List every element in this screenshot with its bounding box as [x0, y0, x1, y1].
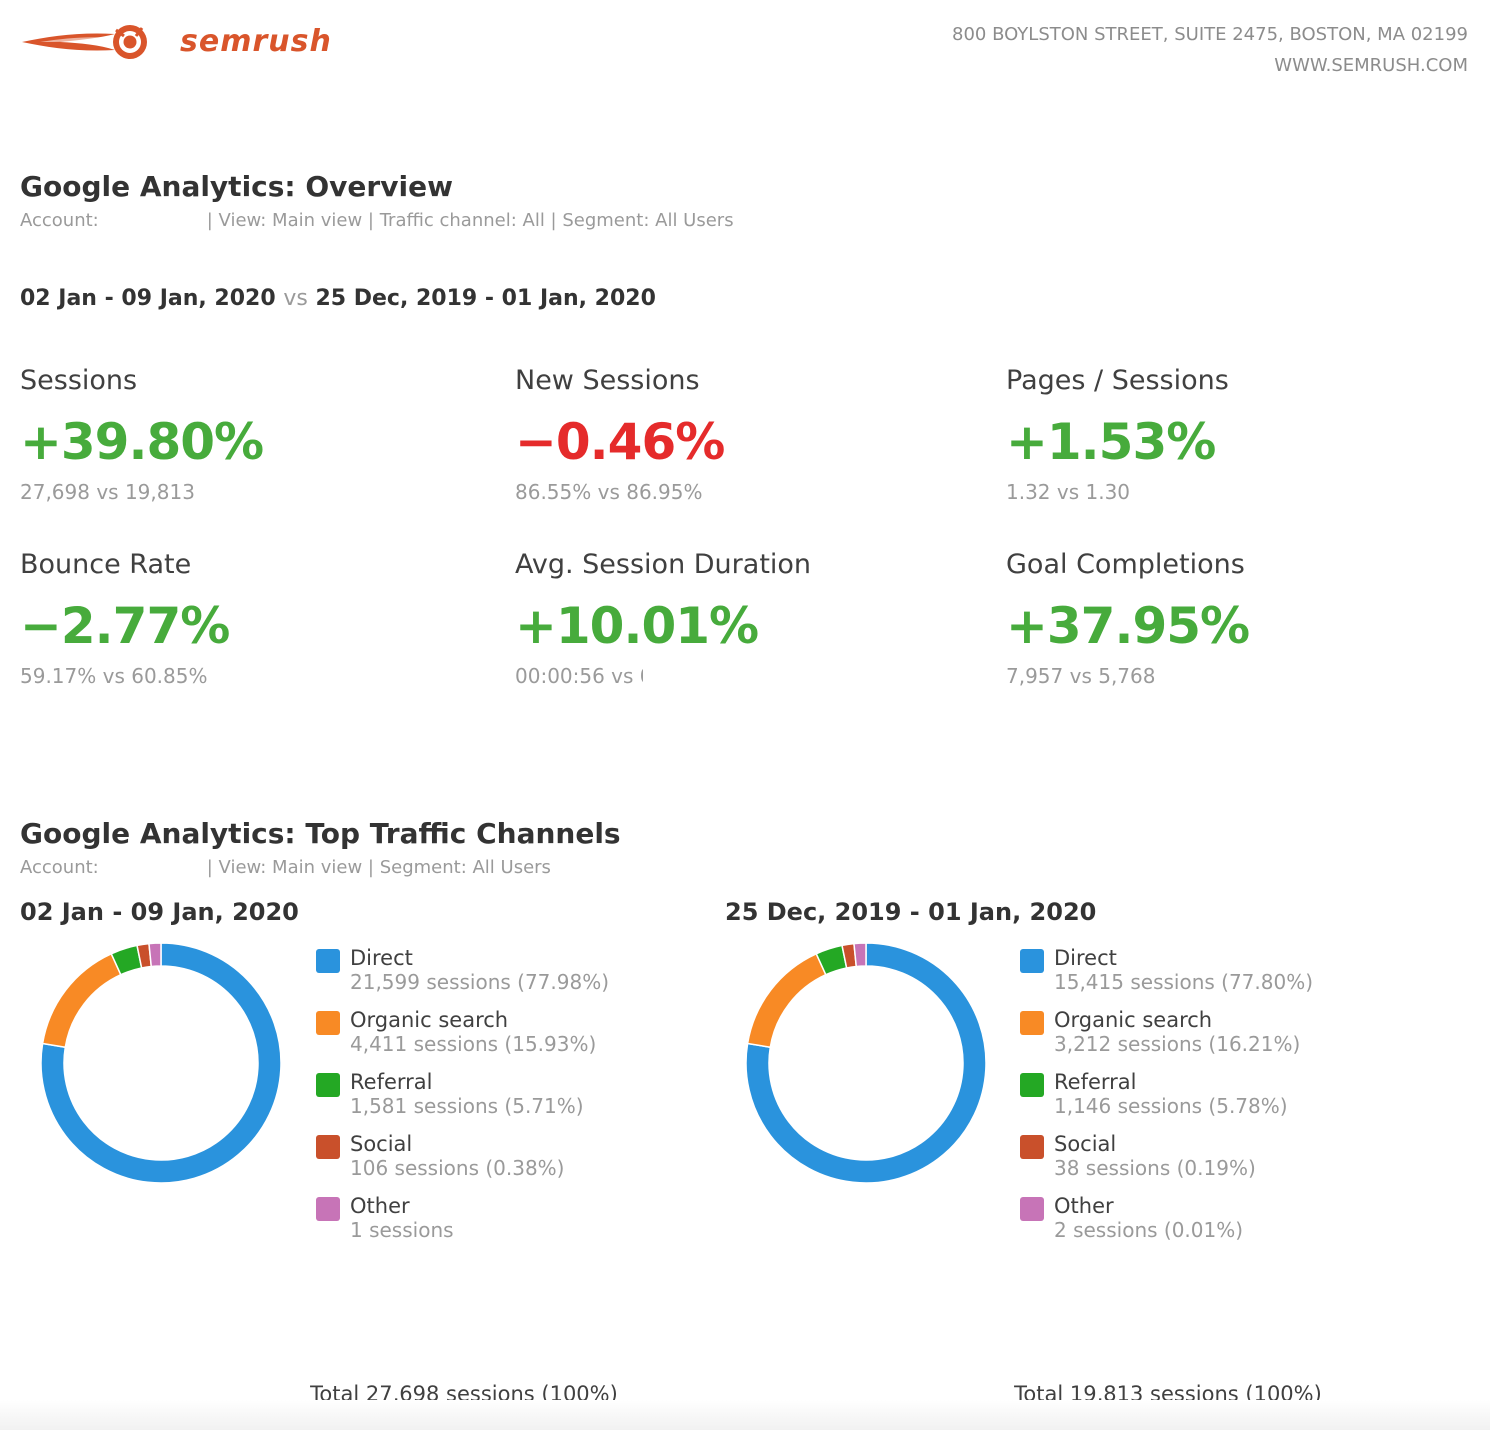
legend-item-organic-search: Organic search 4,411 sessions (15.93%) — [316, 1007, 636, 1069]
period-title-current: 02 Jan - 09 Jan, 2020 — [20, 898, 299, 926]
metric-goal-completions: Goal Completions +37.95% 7,957 vs 5,768 — [1006, 548, 1446, 688]
metric-label: New Sessions — [515, 365, 700, 396]
metric-new-sessions: New Sessions −0.46% 86.55% vs 86.95% — [515, 364, 955, 504]
legend-item-social: Social 106 sessions (0.38%) — [316, 1131, 636, 1193]
legend-detail: 3,212 sessions (16.21%) — [1054, 1032, 1301, 1056]
legend-name: Organic search — [1054, 1008, 1213, 1032]
legend-name: Other — [1054, 1194, 1114, 1218]
metric-sessions: Sessions +39.80% 27,698 vs 19,813 — [20, 364, 460, 504]
legend-name: Organic search — [350, 1008, 509, 1032]
legend-name: Referral — [350, 1070, 433, 1094]
legend-current: Direct 21,599 sessions (77.98%) Organic … — [316, 945, 636, 1255]
swatch-referral — [316, 1073, 340, 1097]
donut-slice-organic-search — [746, 952, 827, 1049]
date-vs: vs — [283, 286, 308, 311]
legend-item-organic-search: Organic search 3,212 sessions (16.21%) — [1020, 1007, 1340, 1069]
legend-detail: 106 sessions (0.38%) — [350, 1156, 565, 1180]
legend-previous: Direct 15,415 sessions (77.80%) Organic … — [1020, 945, 1340, 1255]
legend-detail: 2 sessions (0.01%) — [1054, 1218, 1244, 1242]
semrush-logo: semrush — [20, 22, 360, 62]
swatch-organic-search — [316, 1011, 340, 1035]
overview-subtitle: Account: | View: Main view | Traffic chan… — [20, 210, 734, 231]
legend-name: Social — [350, 1132, 413, 1156]
metric-compare: 86.55% vs 86.95% — [515, 480, 703, 504]
donut-slice-direct — [40, 942, 282, 1184]
legend-item-referral: Referral 1,581 sessions (5.71%) — [316, 1069, 636, 1131]
view-filter-text: | View: Main view | Traffic channel: All… — [206, 210, 734, 231]
period-title-previous: 25 Dec, 2019 - 01 Jan, 2020 — [725, 898, 1097, 926]
metric-pages-per-session: Pages / Sessions +1.53% 1.32 vs 1.30 — [1006, 364, 1446, 504]
metric-label: Sessions — [20, 365, 138, 396]
donut-chart-current — [40, 942, 282, 1184]
metric-label: Goal Completions — [1006, 549, 1245, 580]
metric-change: +37.95% — [1006, 597, 1250, 655]
website-link[interactable]: WWW.SEMRUSH.COM — [1274, 55, 1468, 76]
metric-compare: 00:00:56 vs 0 — [515, 664, 643, 688]
swatch-direct — [316, 949, 340, 973]
legend-detail: 1,146 sessions (5.78%) — [1054, 1094, 1288, 1118]
metric-compare: 27,698 vs 19,813 — [20, 480, 195, 504]
legend-name: Direct — [350, 946, 413, 970]
account-label: Account: — [20, 857, 99, 878]
donut-chart-previous — [745, 942, 987, 1184]
semrush-flame-icon — [22, 25, 147, 59]
legend-name: Referral — [1054, 1070, 1137, 1094]
metric-change: +10.01% — [515, 597, 759, 655]
metric-compare: 1.32 vs 1.30 — [1006, 480, 1131, 504]
swatch-social — [316, 1135, 340, 1159]
legend-item-other: Other 1 sessions — [316, 1193, 636, 1255]
legend-item-direct: Direct 21,599 sessions (77.98%) — [316, 945, 636, 1007]
date-current: 02 Jan - 09 Jan, 2020 — [20, 286, 276, 311]
metric-bounce-rate: Bounce Rate −2.77% 59.17% vs 60.85% — [20, 548, 460, 688]
donut-slice-organic-search — [41, 952, 122, 1049]
swatch-other — [316, 1197, 340, 1221]
donut-slice-other — [853, 942, 867, 968]
metric-avg-session-duration: Avg. Session Duration +10.01% 00:00:56 v… — [515, 548, 955, 688]
date-previous: 25 Dec, 2019 - 01 Jan, 2020 — [315, 286, 656, 311]
swatch-organic-search — [1020, 1011, 1044, 1035]
metric-label: Avg. Session Duration — [515, 549, 812, 580]
metric-change: −0.46% — [515, 413, 725, 471]
channels-title: Google Analytics: Top Traffic Channels — [20, 817, 621, 850]
legend-detail: 15,415 sessions (77.80%) — [1054, 970, 1314, 994]
brand-wordmark: semrush — [180, 24, 332, 59]
legend-item-social: Social 38 sessions (0.19%) — [1020, 1131, 1340, 1193]
legend-detail: 1,581 sessions (5.71%) — [350, 1094, 584, 1118]
overview-title: Google Analytics: Overview — [20, 170, 453, 203]
address-line: 800 BOYLSTON STREET, SUITE 2475, BOSTON,… — [952, 24, 1468, 45]
swatch-other — [1020, 1197, 1044, 1221]
legend-item-direct: Direct 15,415 sessions (77.80%) — [1020, 945, 1340, 1007]
channels-subtitle: Account: | View: Main view | Segment: All… — [20, 857, 551, 878]
metric-label: Pages / Sessions — [1006, 365, 1229, 396]
legend-item-other: Other 2 sessions (0.01%) — [1020, 1193, 1340, 1255]
donut-slice-direct — [745, 942, 987, 1184]
swatch-direct — [1020, 949, 1044, 973]
metric-change: +39.80% — [20, 413, 264, 471]
page-bottom-shade — [0, 1400, 1490, 1430]
legend-name: Other — [350, 1194, 410, 1218]
legend-detail: 4,411 sessions (15.93%) — [350, 1032, 597, 1056]
swatch-referral — [1020, 1073, 1044, 1097]
legend-name: Social — [1054, 1132, 1117, 1156]
metric-label: Bounce Rate — [20, 549, 192, 580]
metric-change: +1.53% — [1006, 413, 1216, 471]
legend-name: Direct — [1054, 946, 1117, 970]
metric-change: −2.77% — [20, 597, 230, 655]
account-label: Account: — [20, 210, 99, 231]
metric-compare: 59.17% vs 60.85% — [20, 664, 208, 688]
donut-slice-other — [148, 942, 162, 968]
legend-item-referral: Referral 1,146 sessions (5.78%) — [1020, 1069, 1340, 1131]
legend-detail: 38 sessions (0.19%) — [1054, 1156, 1256, 1180]
view-filter-text: | View: Main view | Segment: All Users — [206, 857, 551, 878]
metric-compare: 7,957 vs 5,768 — [1006, 664, 1156, 688]
legend-detail: 1 sessions — [350, 1218, 454, 1242]
legend-detail: 21,599 sessions (77.98%) — [350, 970, 610, 994]
date-range: 02 Jan - 09 Jan, 2020 vs 25 Dec, 2019 - … — [20, 286, 656, 311]
company-address: 800 BOYLSTON STREET, SUITE 2475, BOSTON,… — [952, 19, 1468, 81]
swatch-social — [1020, 1135, 1044, 1159]
